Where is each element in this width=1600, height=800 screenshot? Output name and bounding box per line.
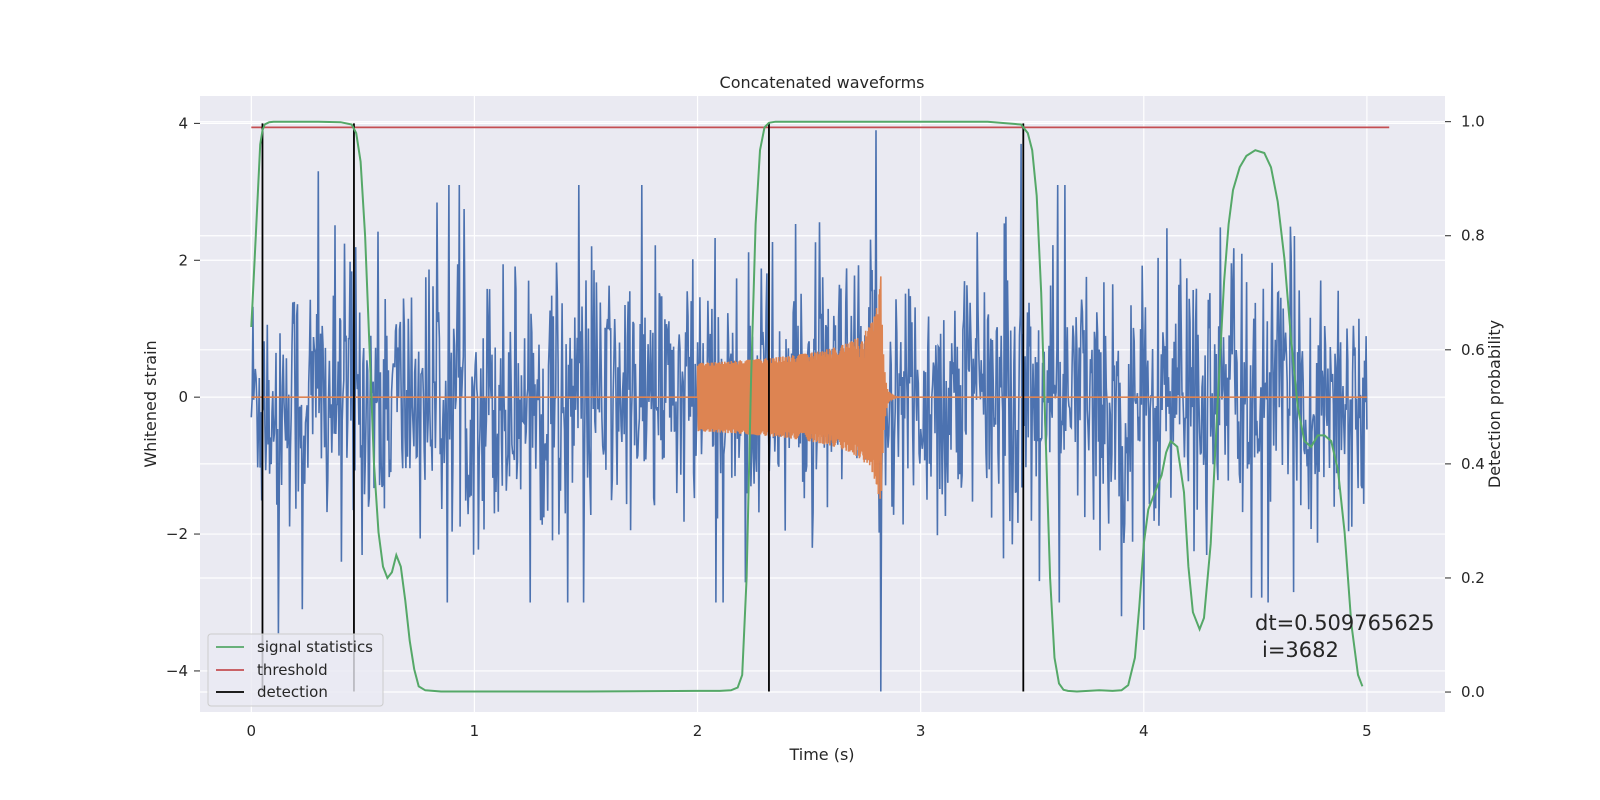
legend: signal statistics threshold detection [207,633,384,707]
detection-lines [261,123,1025,692]
strain-series [250,130,1368,692]
statistics-line [250,120,1364,693]
y2-tick-label: 1.0 [1461,113,1485,131]
y2-tick-label: 0.4 [1461,455,1485,473]
y-tick-label: 4 [178,114,188,132]
x-tick-label: 3 [916,722,926,740]
legend-threshold-label: threshold [257,661,328,679]
y2-tick-label: 0.0 [1461,683,1485,701]
strain-line [250,130,1368,692]
y2-axis-label: Detection probability [1485,320,1504,488]
chart-title: Concatenated waveforms [720,73,925,92]
y-tick-label: −2 [166,525,188,543]
y2-tick-label: 0.2 [1461,569,1485,587]
x-tick-label: 1 [470,722,480,740]
x-tick-label: 4 [1139,722,1149,740]
y2-tick-label: 0.8 [1461,227,1485,245]
x-tick-label: 5 [1362,722,1372,740]
legend-box [207,633,384,707]
annotation-index: i=3682 [1262,638,1339,662]
y-tick-label: 0 [178,388,188,406]
legend-statistics-label: signal statistics [257,638,373,656]
y-tick-label: −4 [166,662,188,680]
axes: 0 1 2 3 4 5 −4 −2 0 2 4 0.0 0.2 0.4 0.6 0.8 1.0 [166,113,1485,740]
annotation-dt: dt=0.509765625 [1255,611,1434,635]
x-tick-label: 0 [247,722,257,740]
y-axis-label: Whitened strain [141,340,160,467]
x-tick-label: 2 [693,722,703,740]
signal-line [251,276,1367,499]
legend-detection-label: detection [257,683,328,701]
statistics-series [250,120,1364,693]
x-axis-label: Time (s) [788,745,854,764]
y-tick-label: 2 [178,251,188,269]
signal-series [251,276,1367,499]
y2-tick-label: 0.6 [1461,341,1485,359]
